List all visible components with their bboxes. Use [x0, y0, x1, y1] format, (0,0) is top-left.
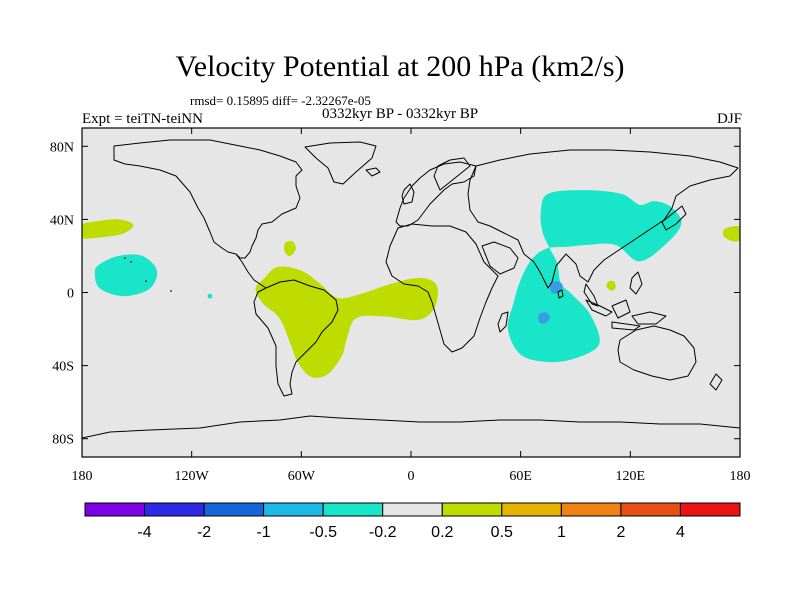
- colorbar-box: [203, 502, 265, 517]
- coast-asia: [467, 149, 739, 289]
- contour-india-core: [549, 281, 563, 294]
- colorbar-label: 4: [676, 524, 685, 541]
- contour-central-pacific: [94, 254, 158, 297]
- x-tick-label: 60E: [509, 469, 532, 484]
- colorbar-label: 2: [616, 524, 625, 541]
- x-tick-label: 120E: [616, 469, 646, 484]
- contour-south-america-atlantic: [255, 266, 438, 378]
- contour-north-pacific-east: [722, 226, 740, 242]
- coast-south-america: [253, 279, 339, 397]
- axis-ticks: 180 120W 60W 0 60E 120E 180 80N 40N 0 40S 80S: [50, 128, 751, 484]
- contour-philippine-spot: [606, 280, 616, 291]
- colorbar-boxes: [84, 502, 741, 517]
- contour-tiny-pacific-spot: [207, 293, 213, 299]
- chart-title: Velocity Potential at 200 hPa (km2/s): [175, 50, 625, 83]
- x-tick-label: 0: [408, 469, 415, 484]
- coast-pacific-islands: [124, 257, 172, 292]
- contour-caribbean-spot: [284, 240, 296, 257]
- contour-fills: [82, 190, 740, 378]
- colorbar-box: [84, 502, 145, 517]
- coast-japan: [661, 205, 687, 231]
- x-tick-label: 180: [730, 469, 751, 484]
- colorbar-box: [263, 502, 324, 517]
- colorbar-box: [144, 502, 205, 517]
- x-tick-label: 120W: [175, 469, 210, 484]
- coast-africa: [385, 223, 499, 353]
- coast-arabia: [481, 241, 519, 275]
- x-tick-label: 60W: [288, 469, 316, 484]
- stats-label: rmsd= 0.15895 diff= -2.32267e-05: [190, 93, 371, 108]
- coastlines: [82, 139, 740, 439]
- coast-iceland: [365, 167, 381, 177]
- experiment-label: Expt = teiTN-teiNN: [82, 111, 203, 127]
- contour-north-pacific-west: [82, 219, 134, 239]
- coast-greenland: [304, 141, 377, 185]
- colorbar-box: [441, 502, 503, 517]
- coast-britain: [401, 183, 415, 205]
- colorbar-box: [501, 502, 562, 517]
- colorbar-label: -0.5: [309, 524, 337, 541]
- y-tick-label: 40S: [52, 360, 74, 375]
- y-tick-label: 0: [67, 287, 74, 302]
- coast-north-america: [113, 139, 303, 259]
- season-label: DJF: [716, 111, 742, 127]
- colorbar-label: -2: [197, 524, 211, 541]
- colorbar-labels: -4 -2 -1 -0.5 -0.2 0.2 0.5 1 2 4: [137, 524, 685, 541]
- coast-scandinavia: [433, 157, 471, 191]
- colorbar-box: [620, 502, 681, 517]
- x-tick-label: 180: [72, 469, 93, 484]
- y-tick-label: 80N: [50, 140, 74, 155]
- colorbar-label: 0.5: [491, 524, 513, 541]
- contour-tropical-asia-indian-ocean: [507, 190, 682, 363]
- coast-antarctica: [82, 415, 740, 439]
- coast-central-america: [235, 253, 267, 289]
- colorbar-label: -0.2: [369, 524, 397, 541]
- coast-europe: [395, 161, 477, 227]
- y-tick-label: 80S: [52, 433, 74, 448]
- y-tick-label: 40N: [50, 213, 74, 228]
- colorbar-box: [560, 502, 622, 517]
- coast-philippines: [629, 271, 643, 295]
- coast-indochina: [583, 283, 599, 307]
- colorbar-box: [382, 502, 443, 517]
- colorbar-label: -4: [137, 524, 151, 541]
- colorbar-label: 0.2: [431, 524, 453, 541]
- colorbar-label: -1: [256, 524, 270, 541]
- coast-indonesia: [585, 299, 667, 331]
- contour-indian-ocean-core: [538, 312, 550, 324]
- colorbar-box: [680, 502, 741, 517]
- coast-new-zealand: [709, 373, 723, 391]
- colorbar-label: 1: [557, 524, 566, 541]
- period-label: 0332kyr BP - 0332kyr BP: [322, 106, 479, 122]
- coast-sri-lanka: [557, 289, 564, 299]
- colorbar-box: [322, 502, 384, 517]
- coast-australia: [617, 325, 697, 381]
- coast-madagascar: [497, 311, 509, 333]
